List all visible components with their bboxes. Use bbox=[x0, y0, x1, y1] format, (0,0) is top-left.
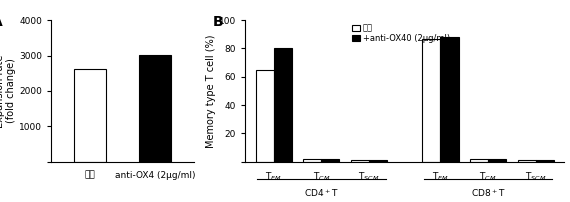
Bar bbox=[255, 70, 274, 162]
Bar bbox=[470, 159, 488, 162]
Bar bbox=[274, 48, 292, 162]
Bar bbox=[369, 160, 387, 162]
Bar bbox=[441, 37, 458, 162]
Bar bbox=[518, 160, 536, 162]
Bar bbox=[422, 39, 441, 162]
Text: CD4$^+$T: CD4$^+$T bbox=[304, 187, 339, 199]
Text: B: B bbox=[213, 15, 224, 28]
Text: CD8$^+$T: CD8$^+$T bbox=[471, 187, 505, 199]
Bar bbox=[321, 159, 339, 162]
Bar bbox=[74, 69, 107, 162]
Bar bbox=[139, 55, 171, 162]
Bar bbox=[351, 160, 369, 162]
Bar bbox=[536, 160, 554, 162]
Bar bbox=[488, 159, 506, 162]
Bar bbox=[303, 159, 321, 162]
Y-axis label: Expansion rate
(fold change): Expansion rate (fold change) bbox=[0, 54, 17, 128]
Y-axis label: Memory type T cell (%): Memory type T cell (%) bbox=[206, 34, 216, 148]
Legend: 기존, +anti-OX40 (2μg/ml): 기존, +anti-OX40 (2μg/ml) bbox=[352, 23, 451, 44]
Text: A: A bbox=[0, 15, 2, 28]
